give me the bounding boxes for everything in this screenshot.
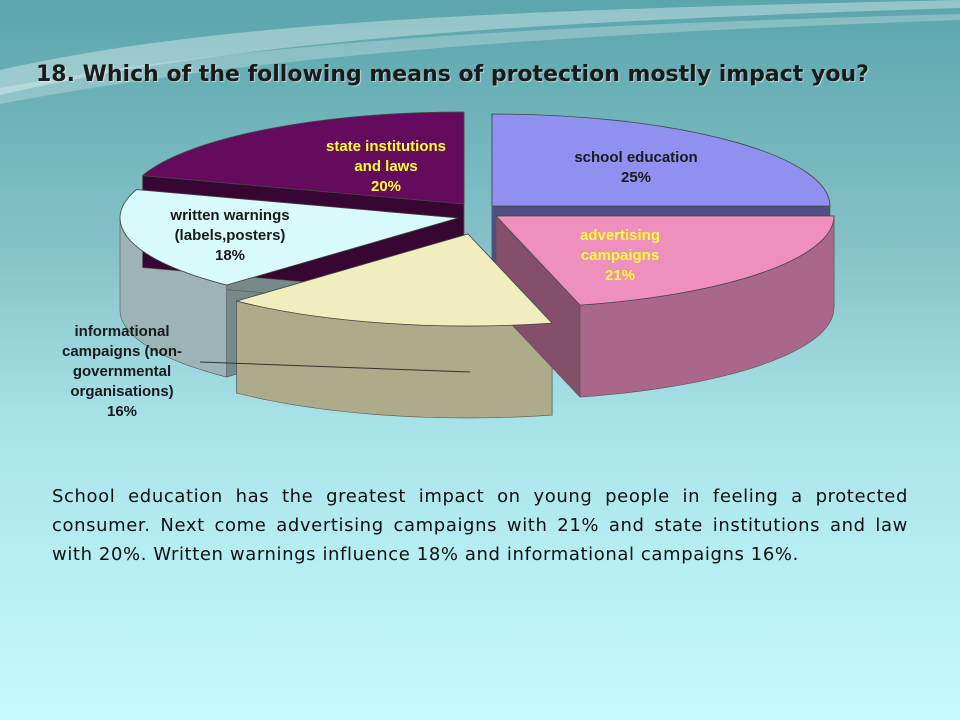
label-leader-line bbox=[199, 361, 471, 373]
pie-slice-3 bbox=[119, 189, 459, 286]
pie-slice-0 bbox=[491, 113, 831, 207]
pie-slice-1 bbox=[495, 215, 835, 306]
pie-chart: school education 25% advertising campaigns 2… bbox=[62, 111, 835, 420]
slice-label-4: state institutions and laws 20% bbox=[326, 138, 446, 195]
slice-label-3: written warnings (labels,posters) 18% bbox=[169, 207, 289, 264]
pie-slice-4 bbox=[141, 111, 465, 205]
slice-label-2: informational campaigns (non-governmental… bbox=[62, 323, 182, 420]
pie-3d-layer: school education 25% advertising campaigns 2… bbox=[62, 111, 835, 420]
slice-label-0: school education 25% bbox=[574, 149, 697, 186]
pie-slice-2 bbox=[235, 233, 553, 327]
summary-paragraph: School education has the greatest impact… bbox=[52, 486, 908, 565]
slide-title: 18. Which of the following means of prot… bbox=[36, 62, 869, 87]
slice-label-1: advertising campaigns 21% bbox=[580, 227, 660, 284]
decorative-wave bbox=[0, 0, 960, 104]
